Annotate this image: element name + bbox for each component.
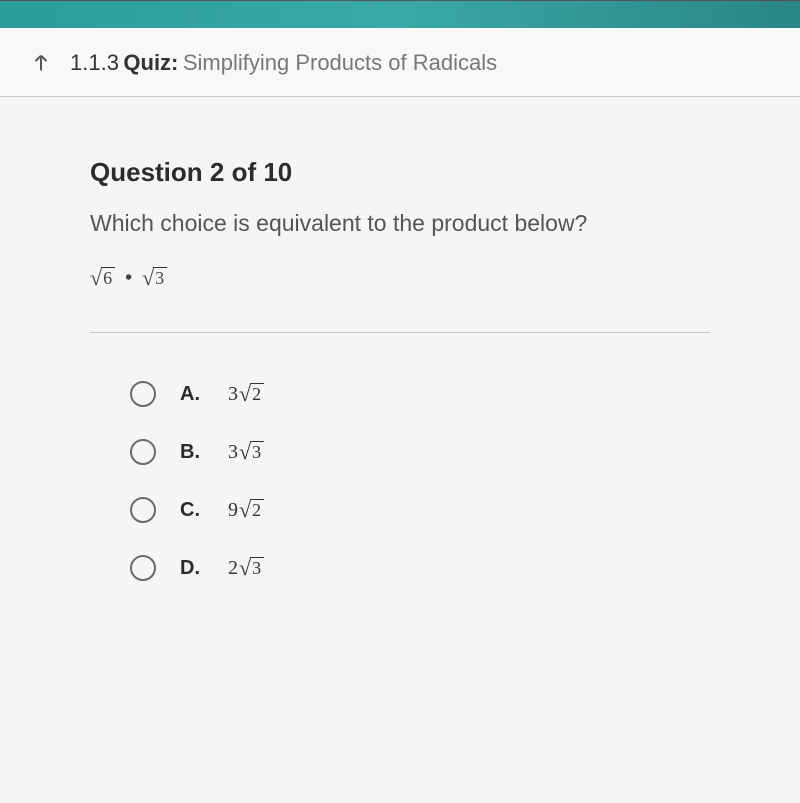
radio-c[interactable] [130, 497, 156, 523]
choice-a[interactable]: A. 3 √2 [130, 381, 710, 407]
choice-value: 3 √3 [228, 441, 264, 464]
question-heading: Question 2 of 10 [90, 157, 710, 188]
quiz-label: Quiz: [123, 50, 178, 75]
right-radicand: 3 [153, 267, 167, 290]
left-radicand: 6 [101, 267, 115, 290]
choice-b[interactable]: B. 3 √3 [130, 439, 710, 465]
choices-list: A. 3 √2 B. 3 √3 C. 9 √2 D. [90, 381, 710, 581]
choice-value: 2 √3 [228, 557, 264, 580]
quiz-title: Simplifying Products of Radicals [183, 50, 497, 75]
choice-letter: A. [180, 383, 204, 406]
sqrt-left: √ 6 [90, 267, 115, 290]
choice-value: 3 √2 [228, 383, 264, 406]
choice-letter: D. [180, 557, 204, 580]
expression-display: √ 6 • √ 3 [90, 267, 710, 333]
question-prompt: Which choice is equivalent to the produc… [90, 210, 710, 237]
choice-value: 9 √2 [228, 499, 264, 522]
choice-letter: C. [180, 499, 204, 522]
operator-dot: • [121, 267, 136, 290]
question-body: Question 2 of 10 Which choice is equival… [0, 97, 800, 803]
choice-c[interactable]: C. 9 √2 [130, 497, 710, 523]
sqrt-right: √ 3 [142, 267, 167, 290]
radio-d[interactable] [130, 555, 156, 581]
radio-a[interactable] [130, 381, 156, 407]
browser-top-bar [0, 0, 800, 28]
back-icon[interactable] [30, 52, 52, 74]
quiz-code: 1.1.3 [70, 50, 119, 75]
radio-b[interactable] [130, 439, 156, 465]
quiz-header: 1.1.3 Quiz: Simplifying Products of Radi… [0, 28, 800, 97]
choice-d[interactable]: D. 2 √3 [130, 555, 710, 581]
choice-letter: B. [180, 441, 204, 464]
